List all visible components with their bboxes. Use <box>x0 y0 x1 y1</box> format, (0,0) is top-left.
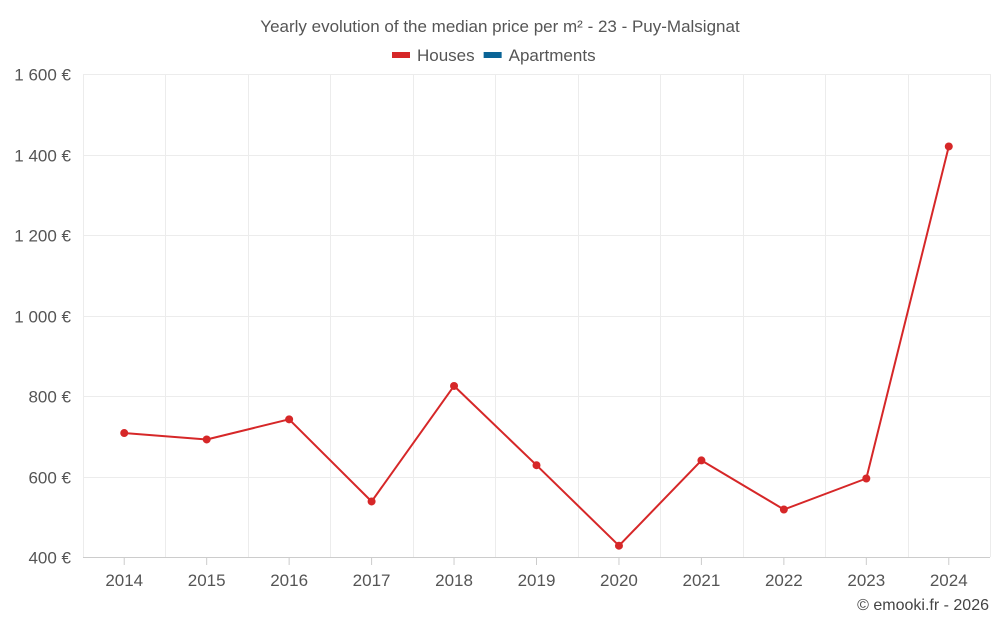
y-tick-label: 600 € <box>28 469 71 488</box>
y-tick-label: 1 000 € <box>14 308 71 327</box>
series-group <box>120 142 953 550</box>
data-point-houses-2021[interactable] <box>697 456 706 465</box>
data-point-houses-2024[interactable] <box>944 142 953 151</box>
credit-text: © emooki.fr - 2026 <box>857 597 989 614</box>
x-tick-label: 2022 <box>765 571 803 590</box>
x-tick-label: 2016 <box>270 571 308 590</box>
x-tick-label: 2014 <box>105 571 143 590</box>
x-tick-label: 2018 <box>435 571 473 590</box>
y-tick-label: 1 400 € <box>14 147 71 166</box>
y-tick-label: 1 600 € <box>14 66 71 85</box>
x-tick-label: 2024 <box>930 571 968 590</box>
data-point-houses-2020[interactable] <box>614 541 623 550</box>
chart-title: Yearly evolution of the median price per… <box>260 17 740 36</box>
y-tick-label: 400 € <box>28 549 71 568</box>
x-tick-label: 2019 <box>518 571 556 590</box>
y-tick-label: 1 200 € <box>14 227 71 246</box>
data-point-houses-2014[interactable] <box>120 429 129 438</box>
y-axis-ticks: 400 € 600 € 800 € 1 000 € 1 200 € 1 400 € 1 60… <box>14 66 71 568</box>
legend-swatch <box>483 52 502 58</box>
legend-label: Apartments <box>509 46 596 65</box>
legend-label: Houses <box>417 46 475 65</box>
x-axis-ticks: 2014 2015 2016 2017 2018 2019 2020 2021 2022 2023… <box>105 557 968 590</box>
legend-swatch <box>392 52 410 58</box>
y-tick-label: 800 € <box>28 388 71 407</box>
data-point-houses-2015[interactable] <box>202 435 211 444</box>
x-tick-label: 2020 <box>600 571 638 590</box>
legend: Houses Apartments <box>392 46 596 65</box>
x-tick-label: 2015 <box>188 571 226 590</box>
legend-item-houses[interactable]: Houses <box>392 46 475 65</box>
data-point-houses-2016[interactable] <box>285 415 294 424</box>
y-gridlines <box>83 74 990 478</box>
x-gridlines <box>83 74 991 557</box>
data-point-houses-2017[interactable] <box>367 497 376 506</box>
data-point-houses-2023[interactable] <box>862 474 871 483</box>
x-tick-label: 2021 <box>682 571 720 590</box>
x-tick-label: 2023 <box>847 571 885 590</box>
data-point-houses-2019[interactable] <box>532 461 541 470</box>
data-point-houses-2022[interactable] <box>779 505 788 514</box>
data-point-houses-2018[interactable] <box>450 381 459 390</box>
legend-item-apartments[interactable]: Apartments <box>483 46 596 65</box>
x-tick-label: 2017 <box>353 571 391 590</box>
